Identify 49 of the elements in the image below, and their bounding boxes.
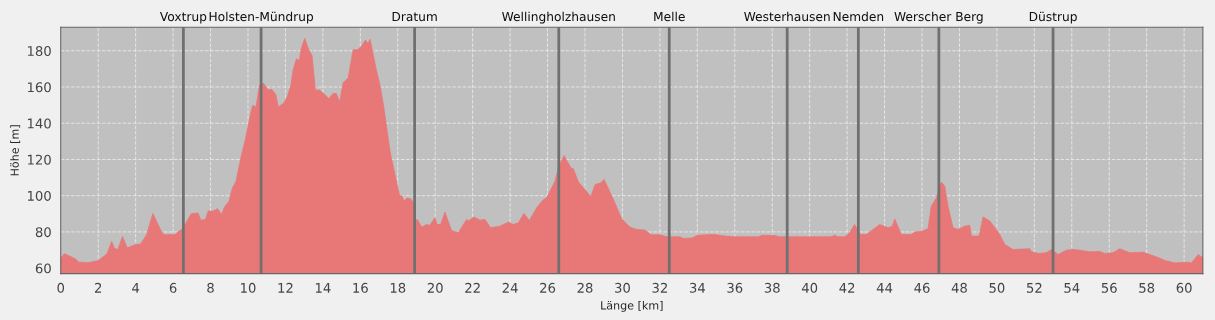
x-tick-label: 50 [989, 282, 1005, 293]
x-tick-label: 28 [577, 282, 593, 293]
y-tick-label: 180 [27, 45, 51, 56]
x-tick-label: 40 [801, 282, 818, 293]
x-tick-label: 10 [241, 282, 256, 293]
x-tick-label: 24 [502, 282, 518, 293]
x-tick-label: 44 [876, 283, 893, 293]
x-tick-label: 20 [427, 282, 443, 293]
x-tick-label: 26 [540, 282, 556, 293]
x-tick-label: 36 [727, 282, 743, 293]
x-tick-label: 56 [1101, 282, 1117, 293]
x-tick-label: 2 [94, 282, 102, 293]
x-tick-label: 42 [839, 282, 855, 293]
x-tick-label: 8 [207, 282, 214, 293]
ref-line-label: Nemden [833, 11, 884, 22]
x-tick-label: 46 [914, 282, 930, 293]
x-tick-label: 12 [278, 282, 293, 293]
ref-line-label: Werscher Berg [894, 11, 983, 24]
ref-line-label: Melle [654, 11, 685, 22]
x-tick-label: 0 [57, 282, 65, 293]
x-tick-label: 38 [764, 282, 780, 293]
y-tick-label: 160 [27, 82, 51, 93]
ref-line-label: Holsten-Mündrup [209, 11, 314, 24]
y-tick-label: 100 [27, 190, 51, 201]
x-tick-label: 58 [1139, 282, 1155, 293]
ref-line-label: Wellingholzhausen [502, 11, 615, 24]
y-tick-label: 140 [27, 118, 51, 129]
x-axis-title: Länge [km] [601, 300, 663, 312]
ref-line-label: Dratum [392, 12, 437, 22]
x-tick-label: 52 [1026, 282, 1042, 293]
ref-line-label: Voxtrup [159, 12, 207, 24]
x-tick-label: 60 [1176, 282, 1192, 293]
ref-line-label: Westerhausen [744, 11, 830, 22]
x-tick-label: 14 [315, 283, 331, 293]
x-tick-label: 22 [465, 282, 480, 293]
y-axis-title: Höhe [m] [10, 125, 21, 176]
x-tick-label: 18 [390, 282, 406, 293]
y-tick-label: 60 [35, 263, 51, 274]
x-tick-label: 48 [951, 282, 967, 293]
x-tick-label: 16 [353, 282, 368, 293]
x-tick-label: 34 [689, 282, 705, 293]
x-tick-label: 4 [132, 283, 140, 293]
ref-line-label: Düstrup [1029, 11, 1077, 24]
x-tick-label: 54 [1064, 283, 1080, 293]
y-tick-label: 120 [27, 154, 51, 165]
x-tick-label: 6 [169, 282, 177, 293]
y-tick-label: 80 [35, 227, 51, 238]
x-tick-label: 32 [652, 282, 667, 293]
x-tick-label: 30 [615, 282, 630, 293]
